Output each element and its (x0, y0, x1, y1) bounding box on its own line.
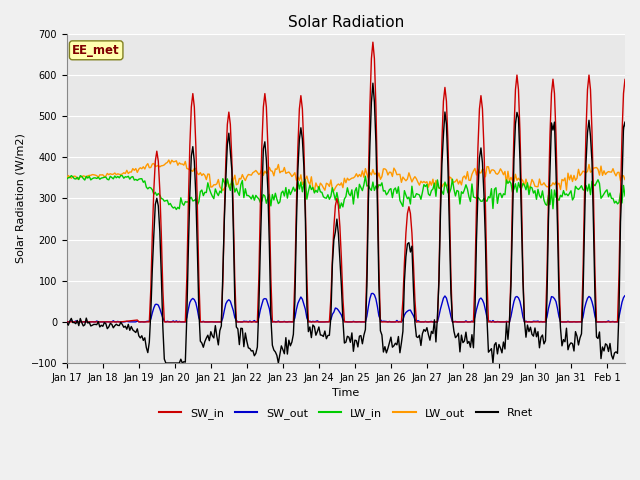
Text: EE_met: EE_met (72, 44, 120, 57)
X-axis label: Time: Time (332, 388, 360, 398)
Title: Solar Radiation: Solar Radiation (288, 15, 404, 30)
Legend: SW_in, SW_out, LW_in, LW_out, Rnet: SW_in, SW_out, LW_in, LW_out, Rnet (154, 404, 538, 423)
Y-axis label: Solar Radiation (W/m2): Solar Radiation (W/m2) (15, 133, 25, 264)
